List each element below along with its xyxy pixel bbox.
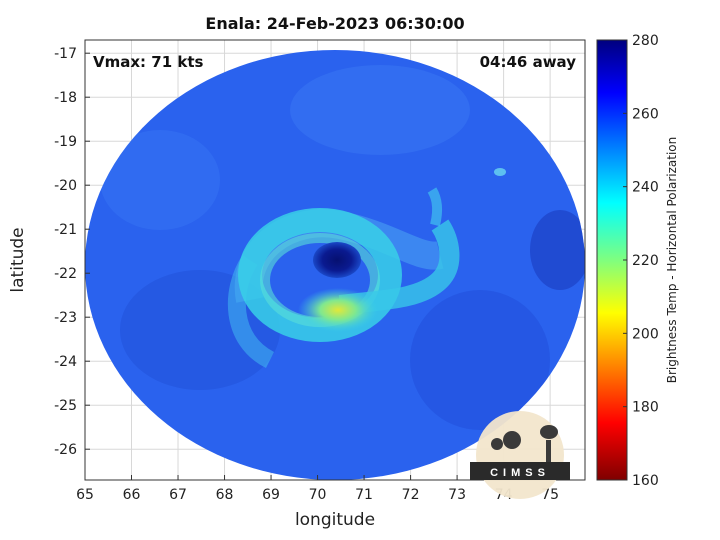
y-tick-label: -26 xyxy=(54,442,77,458)
y-tick-label: -24 xyxy=(54,354,77,370)
svg-text:CIMSS: CIMSS xyxy=(490,467,550,479)
y-tick-label: -20 xyxy=(54,178,77,194)
colorbar-tick-label: 280 xyxy=(632,33,659,49)
y-tick-label: -22 xyxy=(54,266,77,282)
time-away-label: 04:46 away xyxy=(479,53,576,71)
colorbar-tick-label: 240 xyxy=(632,180,659,196)
warm-core xyxy=(298,288,378,332)
x-tick-label: 69 xyxy=(262,487,280,503)
x-tick-label: 73 xyxy=(448,487,466,503)
x-tick-label: 75 xyxy=(541,487,559,503)
x-tick-label: 72 xyxy=(402,487,420,503)
brightness-swath xyxy=(85,50,585,480)
colorbar-tick-label: 260 xyxy=(632,106,659,122)
y-tick-label: -18 xyxy=(54,90,77,106)
x-tick-label: 70 xyxy=(309,487,327,503)
x-tick-label: 67 xyxy=(169,487,187,503)
y-tick-label: -17 xyxy=(54,46,77,62)
x-axis-label: longitude xyxy=(294,510,376,530)
eyewall xyxy=(238,208,402,342)
y-tick-label: -23 xyxy=(54,310,77,326)
colorbar-tick-label: 160 xyxy=(632,473,659,489)
colorbar-tick-label: 200 xyxy=(632,326,659,342)
colorbar-tick-label: 220 xyxy=(632,253,659,269)
colorbar-tick-label: 180 xyxy=(632,400,659,416)
colorbar-label: Brightness Temp - Horizontal Polarizatio… xyxy=(665,136,679,384)
x-tick-label: 71 xyxy=(355,487,373,503)
colorbar-ticks: 280 260 240 220 200 180 160 xyxy=(623,33,659,489)
plot-frame xyxy=(84,39,586,481)
cimss-logo: CIMSS xyxy=(470,411,570,499)
colorbar xyxy=(596,39,628,481)
x-tick-label: 66 xyxy=(123,487,141,503)
y-axis-label: latitude xyxy=(8,227,28,293)
x-tick-label: 68 xyxy=(216,487,234,503)
y-tick-label: -25 xyxy=(54,398,77,414)
vmax-label: Vmax: 71 kts xyxy=(93,53,204,71)
x-tick-label: 65 xyxy=(76,487,94,503)
storm-eye xyxy=(313,242,361,278)
y-axis-ticks: -17 -18 -19 -20 -21 -22 -23 -24 -25 -26 xyxy=(54,46,90,458)
y-tick-label: -21 xyxy=(54,222,77,238)
y-tick-label: -19 xyxy=(54,134,77,150)
plot-title: Enala: 24-Feb-2023 06:30:00 xyxy=(205,14,465,33)
